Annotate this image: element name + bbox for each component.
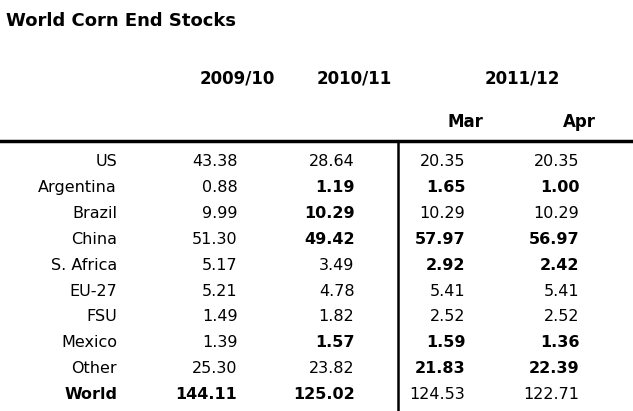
Text: 1.82: 1.82 — [319, 309, 354, 324]
Text: 144.11: 144.11 — [175, 387, 237, 402]
Text: EU-27: EU-27 — [70, 284, 117, 298]
Text: Apr: Apr — [563, 113, 596, 131]
Text: Mar: Mar — [448, 113, 483, 131]
Text: World: World — [64, 387, 117, 402]
Text: World Corn End Stocks: World Corn End Stocks — [6, 12, 236, 30]
Text: Argentina: Argentina — [39, 180, 117, 195]
Text: 5.17: 5.17 — [202, 258, 237, 272]
Text: 2009/10: 2009/10 — [199, 70, 275, 88]
Text: 20.35: 20.35 — [420, 154, 465, 169]
Text: 1.19: 1.19 — [315, 180, 354, 195]
Text: 124.53: 124.53 — [410, 387, 465, 402]
Text: US: US — [96, 154, 117, 169]
Text: 1.39: 1.39 — [202, 335, 237, 350]
Text: 10.29: 10.29 — [534, 206, 579, 221]
Text: 1.00: 1.00 — [540, 180, 579, 195]
Text: 3.49: 3.49 — [319, 258, 354, 272]
Text: 9.99: 9.99 — [202, 206, 237, 221]
Text: Mexico: Mexico — [61, 335, 117, 350]
Text: 10.29: 10.29 — [420, 206, 465, 221]
Text: 4.78: 4.78 — [319, 284, 354, 298]
Text: 51.30: 51.30 — [192, 232, 237, 247]
Text: 0.88: 0.88 — [202, 180, 237, 195]
Text: Other: Other — [72, 361, 117, 376]
Text: 125.02: 125.02 — [292, 387, 354, 402]
Text: 20.35: 20.35 — [534, 154, 579, 169]
Text: 1.49: 1.49 — [202, 309, 237, 324]
Text: 2.42: 2.42 — [540, 258, 579, 272]
Text: 28.64: 28.64 — [309, 154, 354, 169]
Text: 2.52: 2.52 — [544, 309, 579, 324]
Text: 23.82: 23.82 — [309, 361, 354, 376]
Text: 122.71: 122.71 — [523, 387, 579, 402]
Text: S. Africa: S. Africa — [51, 258, 117, 272]
Text: 25.30: 25.30 — [192, 361, 237, 376]
Text: China: China — [71, 232, 117, 247]
Text: 2011/12: 2011/12 — [484, 70, 560, 88]
Text: FSU: FSU — [86, 309, 117, 324]
Text: 5.21: 5.21 — [202, 284, 237, 298]
Text: 1.59: 1.59 — [426, 335, 465, 350]
Text: 10.29: 10.29 — [304, 206, 354, 221]
Text: 49.42: 49.42 — [304, 232, 354, 247]
Text: 5.41: 5.41 — [430, 284, 465, 298]
Text: 21.83: 21.83 — [415, 361, 465, 376]
Text: 2010/11: 2010/11 — [317, 70, 392, 88]
Text: 1.36: 1.36 — [540, 335, 579, 350]
Text: 2.92: 2.92 — [426, 258, 465, 272]
Text: 2.52: 2.52 — [430, 309, 465, 324]
Text: 57.97: 57.97 — [415, 232, 465, 247]
Text: 56.97: 56.97 — [529, 232, 579, 247]
Text: 43.38: 43.38 — [192, 154, 237, 169]
Text: 22.39: 22.39 — [529, 361, 579, 376]
Text: 1.65: 1.65 — [426, 180, 465, 195]
Text: 1.57: 1.57 — [315, 335, 354, 350]
Text: Brazil: Brazil — [72, 206, 117, 221]
Text: 5.41: 5.41 — [544, 284, 579, 298]
